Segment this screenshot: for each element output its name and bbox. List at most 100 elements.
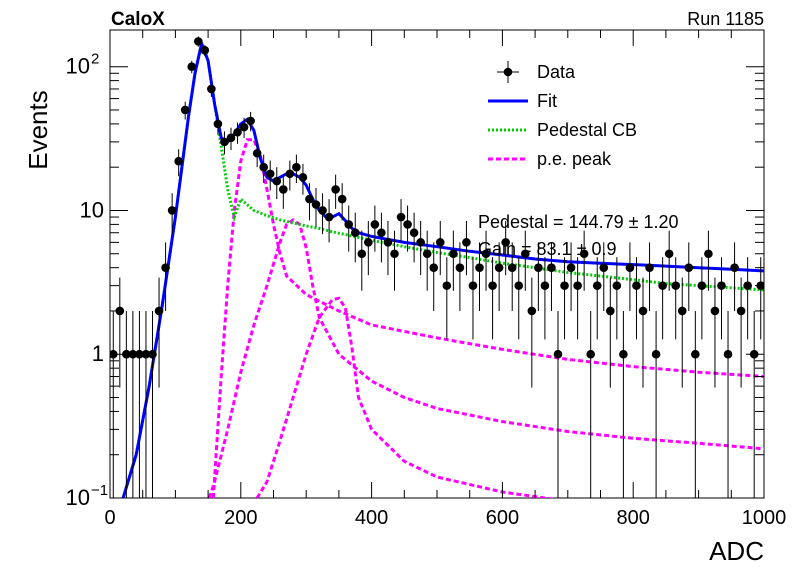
data-point [180,101,190,120]
legend: Data Fit Pedestal CB p.e. peak [488,61,637,169]
data-point [540,257,550,340]
data-point [612,257,622,340]
data-point [638,277,648,388]
data-point [390,230,399,291]
data-point [344,205,354,252]
data-point [717,257,726,340]
data-point [403,205,412,252]
legend-label: Pedestal CB [537,120,637,140]
data-point [691,310,700,498]
data-point [632,257,641,340]
x-axis-label: ADC [709,536,764,566]
data-point [658,257,667,340]
data-point [520,230,530,291]
data-point [723,310,733,498]
data-point [324,199,334,243]
data-point [154,277,164,388]
x-tick-label: 1000 [742,507,787,529]
legend-entry: Data [497,61,576,83]
data-points-layer [110,36,764,498]
data-point [514,257,524,340]
data-point [553,310,563,498]
x-tick-label: 800 [617,507,650,529]
data-point [272,167,282,200]
data-point [265,160,275,191]
experiment-label: CaloX [111,9,165,30]
x-tick-label: 600 [486,507,519,529]
data-point [115,277,125,388]
pe-peak-curve-2 [207,218,764,498]
curves-layer [121,38,764,498]
data-point [370,205,380,252]
data-point [547,242,556,311]
data-point [252,141,262,168]
data-point [645,242,654,311]
data-point [298,163,308,195]
data-point [534,242,543,311]
data-point [684,242,694,311]
fit-curve [121,38,764,498]
data-point [122,310,131,498]
data-point [174,149,183,177]
data-point [455,242,465,311]
annotation: Pedestal = 144.79 ± 1.20 [478,212,679,232]
data-point [311,188,321,227]
data-point [730,242,739,311]
fit-annotations: Pedestal = 144.79 ± 1.20 Gain = 83.1 ± 0.… [478,212,679,259]
data-point [560,257,569,340]
legend-entry: Fit [488,91,557,111]
data-point [226,127,236,150]
data-point [239,117,249,139]
data-point [331,174,340,209]
data-point [429,242,439,311]
x-tick-label: 400 [355,507,388,529]
legend-entry: Pedestal CB [488,120,637,140]
data-point [736,277,746,388]
data-point [573,257,582,340]
data-point [233,122,242,144]
data-point [435,220,445,276]
data-point [220,131,229,155]
data-point [128,310,138,498]
data-point [364,220,373,276]
data-point [749,310,759,498]
data-point [566,242,576,311]
data-point [651,310,661,498]
y-tick-exponent: −1 [91,482,108,499]
data-point [148,310,157,498]
plot-frame [109,29,765,499]
data-point [357,230,367,291]
data-point [350,212,360,263]
data-point [246,111,255,132]
data-point [507,242,517,311]
data-point [704,230,713,291]
data-point [743,257,752,340]
legend-entry: p.e. peak [488,149,612,169]
data-point [135,310,144,498]
data-point [377,212,386,263]
y-tick-exponent: 2 [91,51,99,68]
data-point [579,230,589,291]
data-point [259,154,268,183]
data-point [279,174,288,209]
data-point [422,230,432,291]
data-point [677,277,687,388]
pe-peak-curve-3 [255,296,556,498]
data-point [161,242,170,311]
data-point [599,242,609,311]
data-point [193,36,203,47]
data-point [409,212,419,263]
legend-label: Data [537,62,576,82]
data-point [207,81,216,97]
data-point [292,154,301,183]
data-point [167,193,177,235]
data-point [141,310,151,498]
data-point [501,220,510,276]
data-point [664,230,674,291]
data-point [187,60,197,74]
run-label: Run 1185 [687,9,764,29]
data-point [671,257,681,340]
x-tick-label: 200 [224,507,257,529]
y-tick-label: 10 [66,54,90,79]
